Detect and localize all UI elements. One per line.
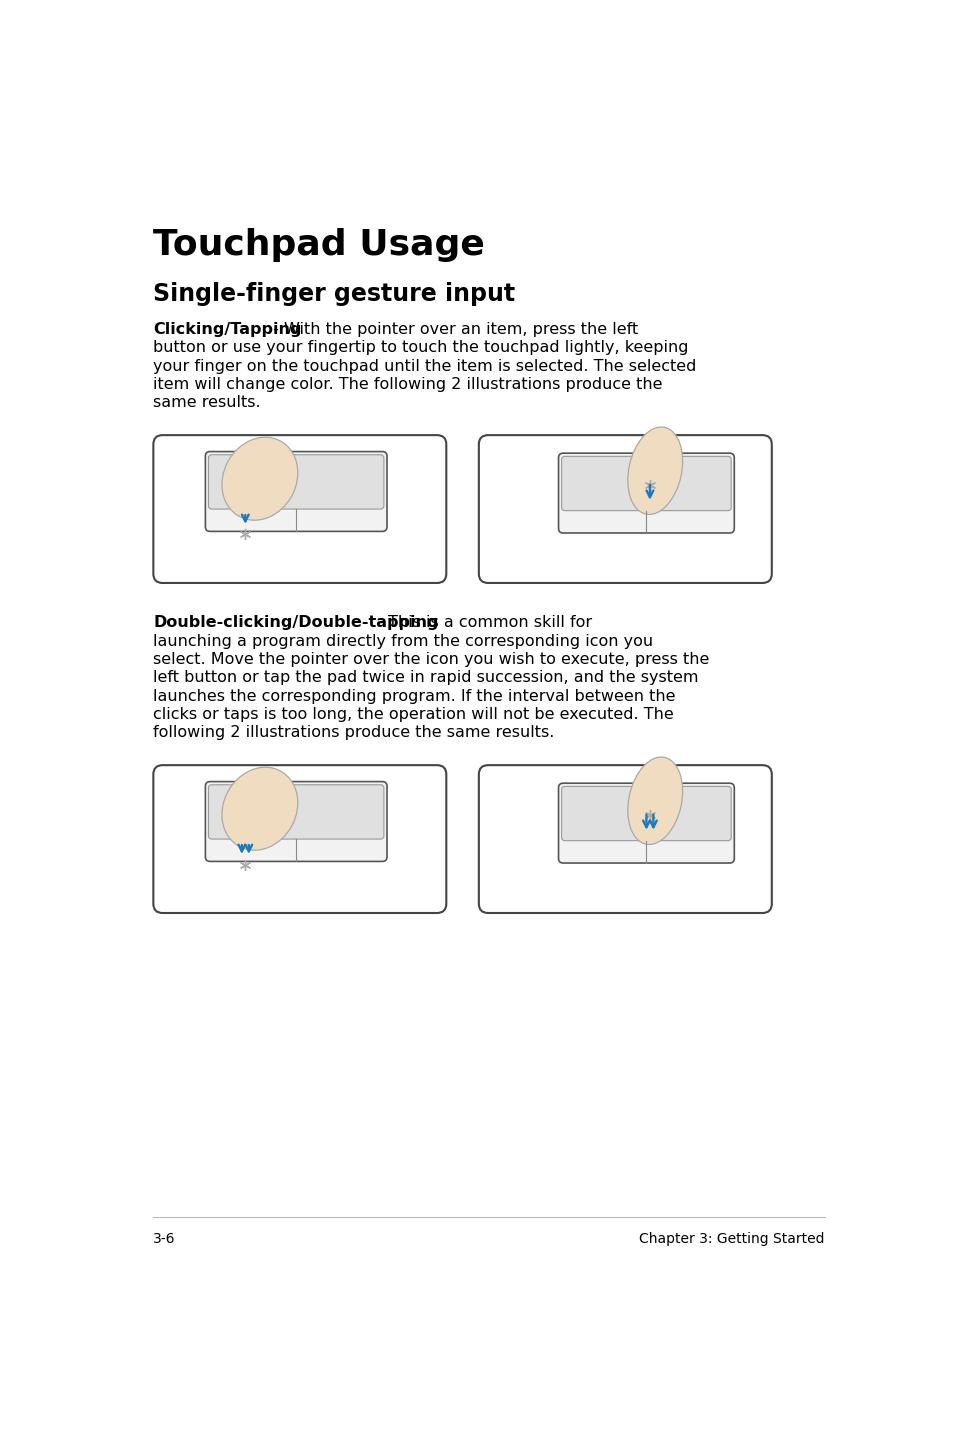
Text: button or use your fingertip to touch the touchpad lightly, keeping: button or use your fingertip to touch th…: [153, 341, 688, 355]
Text: - This is a common skill for: - This is a common skill for: [372, 615, 592, 630]
Ellipse shape: [222, 768, 297, 850]
Text: launching a program directly from the corresponding icon you: launching a program directly from the co…: [153, 634, 653, 649]
Text: clicks or taps is too long, the operation will not be executed. The: clicks or taps is too long, the operatio…: [153, 707, 674, 722]
Ellipse shape: [627, 756, 682, 844]
Ellipse shape: [627, 427, 682, 515]
Text: same results.: same results.: [153, 395, 261, 410]
Text: Clicking/Tapping: Clicking/Tapping: [153, 322, 301, 336]
Text: left button or tap the pad twice in rapid succession, and the system: left button or tap the pad twice in rapi…: [153, 670, 699, 686]
Text: launches the corresponding program. If the interval between the: launches the corresponding program. If t…: [153, 689, 675, 703]
Text: following 2 illustrations produce the same results.: following 2 illustrations produce the sa…: [153, 725, 554, 741]
FancyBboxPatch shape: [558, 784, 734, 863]
FancyBboxPatch shape: [561, 456, 730, 510]
Text: 3-6: 3-6: [153, 1232, 175, 1247]
Text: - With the pointer over an item, press the left: - With the pointer over an item, press t…: [268, 322, 638, 336]
FancyBboxPatch shape: [153, 765, 446, 913]
FancyBboxPatch shape: [205, 452, 387, 532]
FancyBboxPatch shape: [478, 436, 771, 582]
FancyBboxPatch shape: [153, 436, 446, 582]
Text: Chapter 3: Getting Started: Chapter 3: Getting Started: [639, 1232, 823, 1247]
FancyBboxPatch shape: [558, 453, 734, 533]
Text: your finger on the touchpad until the item is selected. The selected: your finger on the touchpad until the it…: [153, 358, 696, 374]
FancyBboxPatch shape: [478, 765, 771, 913]
Text: Touchpad Usage: Touchpad Usage: [153, 229, 485, 262]
Text: item will change color. The following 2 illustrations produce the: item will change color. The following 2 …: [153, 377, 662, 393]
Ellipse shape: [222, 437, 297, 521]
FancyBboxPatch shape: [561, 787, 730, 841]
Text: Double-clicking/Double-tapping: Double-clicking/Double-tapping: [153, 615, 438, 630]
FancyBboxPatch shape: [205, 782, 387, 861]
FancyBboxPatch shape: [209, 785, 383, 838]
Text: Single-finger gesture input: Single-finger gesture input: [153, 282, 515, 306]
Text: select. Move the pointer over the icon you wish to execute, press the: select. Move the pointer over the icon y…: [153, 651, 709, 667]
FancyBboxPatch shape: [209, 454, 383, 509]
